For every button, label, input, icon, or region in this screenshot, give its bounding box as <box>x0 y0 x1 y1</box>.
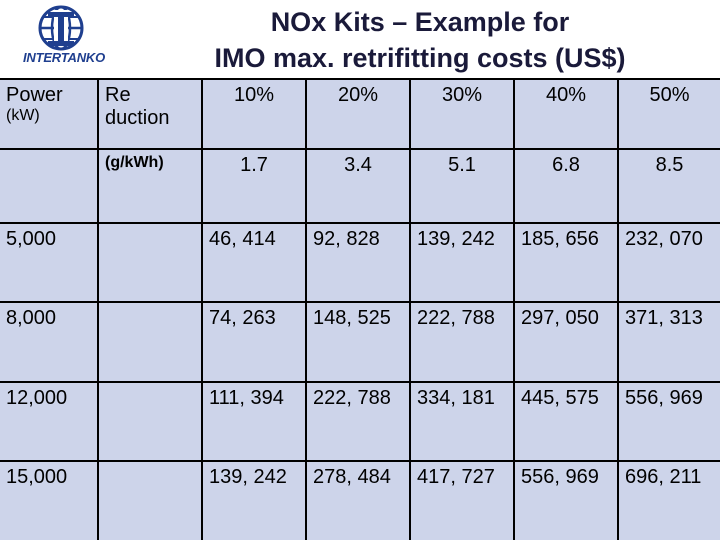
cost-cell: 297, 050 <box>513 301 619 383</box>
cost-cell: 696, 211 <box>617 459 720 540</box>
power-value: 15,000 <box>0 459 99 540</box>
table-row: 5,000 46, 414 92, 828 139, 242 185, 656 … <box>0 222 720 304</box>
globe-icon <box>38 5 84 51</box>
cost-cell: 222, 788 <box>305 380 411 462</box>
header-row-reductions: (g/kWh) 1.7 3.4 5.1 6.8 8.5 <box>0 148 720 225</box>
empty-cell <box>97 380 203 462</box>
cost-cell: 556, 969 <box>513 459 619 540</box>
reduction-value: 3.4 <box>305 148 411 225</box>
power-header-cell: Power (kW) <box>0 77 99 151</box>
page-title: NOx Kits – Example for IMO max. retrifit… <box>160 4 680 76</box>
reduction-header-cell: Re duction <box>97 77 203 151</box>
cost-table: Power (kW) Re duction 10% 20% 30% 40% 50… <box>0 77 720 540</box>
cost-cell: 139, 242 <box>201 459 307 540</box>
cost-cell: 334, 181 <box>409 380 515 462</box>
header-row-percentages: Power (kW) Re duction 10% 20% 30% 40% 50… <box>0 77 720 151</box>
pct-cell: 10% <box>201 77 307 151</box>
cost-cell: 417, 727 <box>409 459 515 540</box>
pct-cell: 50% <box>617 77 720 151</box>
table-row: 8,000 74, 263 148, 525 222, 788 297, 050… <box>0 301 720 383</box>
cost-cell: 92, 828 <box>305 222 411 304</box>
power-unit: (kW) <box>6 107 40 124</box>
table-row: 15,000 139, 242 278, 484 417, 727 556, 9… <box>0 459 720 540</box>
pct-cell: 30% <box>409 77 515 151</box>
cost-cell: 185, 656 <box>513 222 619 304</box>
slide-header: INTERTANKO NOx Kits – Example for IMO ma… <box>0 0 720 78</box>
power-value: 8,000 <box>0 301 99 383</box>
cost-cell: 556, 969 <box>617 380 720 462</box>
power-header: Power <box>6 84 63 106</box>
intertanko-logo: INTERTANKO <box>4 4 118 74</box>
power-value: 5,000 <box>0 222 99 304</box>
cost-cell: 148, 525 <box>305 301 411 383</box>
reduction-value: 1.7 <box>201 148 307 225</box>
cost-cell: 232, 070 <box>617 222 720 304</box>
cost-cell: 139, 242 <box>409 222 515 304</box>
power-value: 12,000 <box>0 380 99 462</box>
title-line-2: IMO max. retrifitting costs (US$) <box>214 43 626 73</box>
reduction-header-2: duction <box>105 107 170 129</box>
logo-text: INTERTANKO <box>22 50 106 65</box>
empty-cell <box>97 459 203 540</box>
cost-cell: 46, 414 <box>201 222 307 304</box>
cost-cell: 445, 575 <box>513 380 619 462</box>
title-line-1: NOx Kits – Example for <box>270 7 570 37</box>
cost-cell: 222, 788 <box>409 301 515 383</box>
cost-cell: 371, 313 <box>617 301 720 383</box>
reduction-value: 6.8 <box>513 148 619 225</box>
empty-cell <box>97 222 203 304</box>
cost-cell: 278, 484 <box>305 459 411 540</box>
reduction-value: 8.5 <box>617 148 720 225</box>
pct-cell: 20% <box>305 77 411 151</box>
reduction-unit: (g/kWh) <box>97 148 203 225</box>
pct-cell: 40% <box>513 77 619 151</box>
table-row: 12,000 111, 394 222, 788 334, 181 445, 5… <box>0 380 720 462</box>
cost-table-container: Power (kW) Re duction 10% 20% 30% 40% 50… <box>0 77 720 540</box>
empty-cell <box>0 148 99 225</box>
reduction-header-1: Re <box>105 84 131 106</box>
empty-cell <box>97 301 203 383</box>
reduction-value: 5.1 <box>409 148 515 225</box>
cost-cell: 111, 394 <box>201 380 307 462</box>
cost-cell: 74, 263 <box>201 301 307 383</box>
